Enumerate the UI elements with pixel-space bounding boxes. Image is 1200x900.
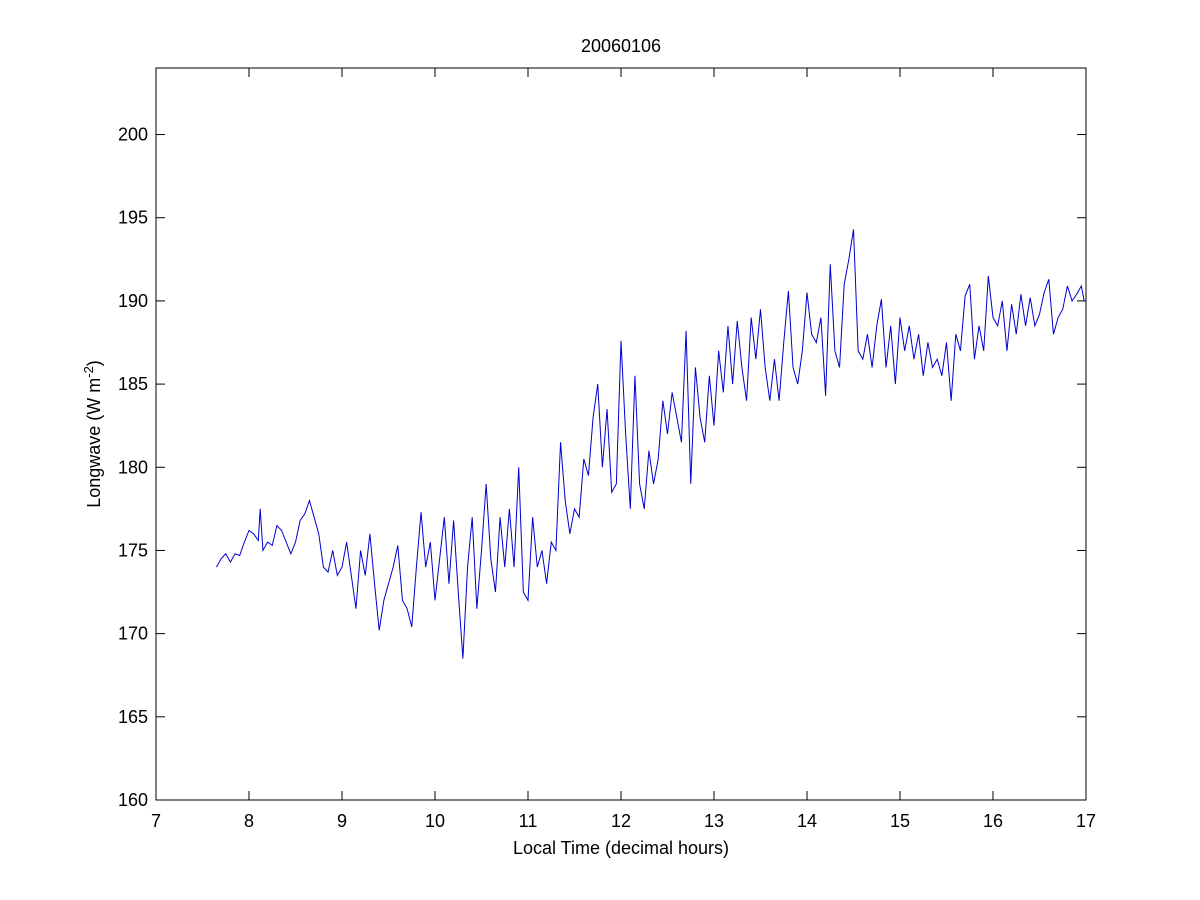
y-tick-label: 195 <box>118 208 148 228</box>
x-tick-label: 10 <box>425 811 445 831</box>
y-axis-label-text: Longwave (W m <box>84 378 104 508</box>
y-axis-label: Longwave (W m-2) <box>81 360 104 508</box>
data-line <box>216 229 1085 659</box>
y-axis-label-end: ) <box>84 360 104 366</box>
y-tick-label: 160 <box>118 790 148 810</box>
x-tick-label: 17 <box>1076 811 1096 831</box>
chart-title: 20060106 <box>581 36 661 56</box>
x-tick-label: 11 <box>519 811 538 831</box>
x-tick-label: 15 <box>890 811 910 831</box>
y-axis-label-sup: -2 <box>81 366 96 378</box>
x-tick-label: 12 <box>611 811 631 831</box>
x-tick-label: 8 <box>244 811 254 831</box>
x-tick-label: 13 <box>704 811 724 831</box>
y-tick-label: 165 <box>118 707 148 727</box>
x-tick-label: 9 <box>337 811 347 831</box>
x-axis-label: Local Time (decimal hours) <box>513 838 729 858</box>
x-tick-label: 16 <box>983 811 1003 831</box>
y-tick-label: 200 <box>118 125 148 145</box>
y-tick-label: 175 <box>118 540 148 560</box>
y-tick-label: 190 <box>118 291 148 311</box>
y-tick-label: 170 <box>118 624 148 644</box>
x-tick-label: 14 <box>797 811 817 831</box>
y-tick-label: 185 <box>118 374 148 394</box>
y-tick-label: 180 <box>118 457 148 477</box>
x-tick-label: 7 <box>151 811 161 831</box>
